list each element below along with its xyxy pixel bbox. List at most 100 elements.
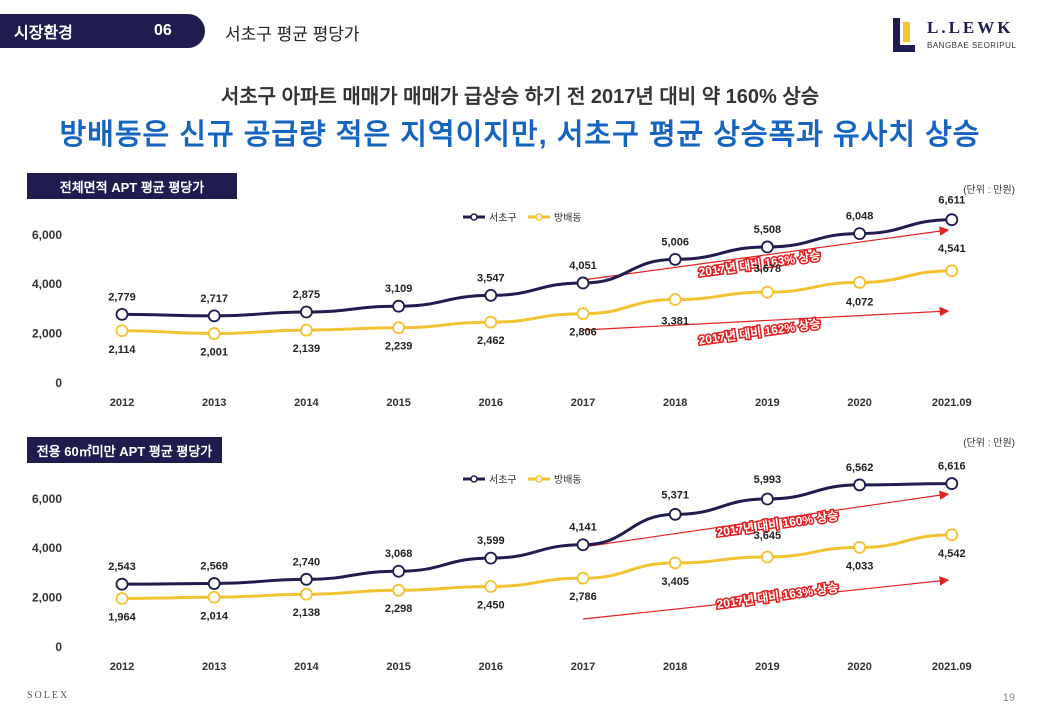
- data-label: 2,139: [293, 343, 321, 355]
- x-tick-label: 2017: [571, 397, 595, 409]
- data-label: 4,542: [938, 548, 966, 560]
- x-tick-label: 2017: [571, 661, 595, 673]
- x-tick-label: 2012: [110, 397, 134, 409]
- legend-swatch-marker: [535, 475, 543, 483]
- data-label: 4,033: [846, 560, 874, 572]
- data-point: [853, 227, 866, 241]
- data-point: [853, 478, 866, 492]
- brand-logo: L.LEWK BANGBAE SEORIPUL: [893, 18, 1018, 58]
- data-point: [484, 315, 498, 329]
- data-point: [484, 288, 498, 302]
- annotation-label: 2017년 대비 163% 상승: [716, 580, 839, 612]
- annotation-arrow: [582, 490, 950, 548]
- chart1-unit: (단위 : 만원): [963, 185, 1015, 196]
- x-tick-label: 2016: [479, 397, 503, 409]
- x-tick-label: 2012: [110, 661, 134, 673]
- sub-headline: 서초구 아파트 매매가 매매가 급상승 하기 전 2017년 대비 약 160%…: [220, 86, 820, 108]
- legend-label: 방배동: [554, 474, 582, 486]
- data-label: 3,109: [385, 283, 413, 295]
- data-label: 4,051: [569, 260, 597, 272]
- data-label: 3,645: [754, 530, 782, 542]
- logo-sub: BANGBAE SEORIPUL: [927, 41, 1017, 50]
- data-point: [115, 592, 129, 605]
- data-point: [115, 324, 129, 338]
- legend-swatch-marker: [470, 475, 478, 483]
- data-point: [115, 307, 129, 321]
- data-label: 6,048: [846, 211, 874, 223]
- x-tick-label: 2021.09: [932, 397, 972, 409]
- data-point: [945, 264, 959, 278]
- data-label: 4,141: [569, 522, 597, 534]
- data-point: [945, 528, 959, 542]
- data-point: [853, 276, 866, 289]
- series-line-방배동: [121, 533, 952, 600]
- x-tick-label: 2018: [663, 661, 687, 673]
- x-tick-label: 2014: [294, 661, 319, 673]
- data-label: 2,138: [293, 607, 321, 619]
- legend-label: 서초구: [489, 212, 517, 224]
- x-tick-label: 2018: [663, 397, 687, 409]
- legend-swatch-marker: [535, 213, 543, 221]
- data-label: 2,806: [569, 327, 597, 339]
- y-tick-label: 0: [55, 640, 62, 654]
- chart1-svg: 0 2,000 4,000 6,000 2012 2013 2014 2015 2016 2017…: [32, 195, 972, 409]
- main-headline: 방배동은 신규 공급량 적은 지역이지만, 서초구 평균 상승폭과 유사치 상승: [59, 119, 981, 151]
- y-tick-label: 4,000: [32, 541, 62, 555]
- data-point: [576, 571, 590, 585]
- data-point: [761, 492, 774, 506]
- x-tick-label: 2013: [202, 397, 226, 409]
- series-line-서초구: [121, 482, 952, 586]
- data-point: [761, 240, 774, 254]
- data-point: [576, 538, 590, 552]
- data-point: [299, 305, 313, 319]
- data-label: 2,569: [200, 561, 228, 573]
- data-label: 2,450: [477, 599, 505, 611]
- y-tick-label: 2,000: [32, 327, 62, 341]
- data-label: 5,006: [661, 236, 689, 248]
- data-point: [484, 551, 498, 565]
- annotation-arrow: [582, 226, 950, 281]
- data-point: [761, 285, 774, 299]
- page-title: 서초구 평균 평당가: [225, 25, 360, 44]
- data-point: [299, 572, 313, 586]
- footer-brand-name: SOLEX: [27, 690, 70, 701]
- data-label: 3,405: [661, 576, 689, 588]
- data-point: [392, 321, 406, 335]
- data-point: [945, 477, 959, 490]
- chart2-title: 전용 60㎡미만 APT 평균 평당가: [27, 437, 222, 463]
- data-point: [115, 577, 129, 591]
- y-tick-label: 6,000: [32, 228, 62, 242]
- data-point: [392, 299, 406, 313]
- data-label: 2,014: [200, 610, 228, 622]
- data-label: 6,611: [938, 195, 965, 207]
- data-label: 2,875: [293, 289, 321, 301]
- data-label: 3,547: [477, 272, 505, 284]
- data-point: [945, 213, 959, 227]
- data-label: 5,993: [754, 474, 782, 486]
- x-tick-label: 2013: [202, 661, 226, 673]
- x-tick-label: 2020: [847, 661, 871, 673]
- data-point: [299, 587, 313, 601]
- data-point: [668, 252, 682, 266]
- x-tick-label: 2016: [479, 661, 503, 673]
- data-point: [207, 309, 221, 323]
- data-point: [668, 293, 682, 306]
- y-tick-label: 0: [55, 376, 62, 390]
- chart1-title: 전체면적 APT 평균 평당가: [27, 173, 237, 199]
- chart2-unit: (단위 : 만원): [963, 438, 1015, 449]
- data-point: [853, 540, 866, 554]
- annotation-arrow: [582, 576, 950, 620]
- data-point: [299, 323, 313, 337]
- data-point: [761, 550, 774, 564]
- data-label: 2,462: [477, 335, 505, 347]
- data-label: 4,541: [938, 243, 966, 255]
- x-tick-label: 2015: [386, 661, 410, 673]
- footer-brand: SOLEX: [27, 690, 69, 701]
- data-label: 3,381: [661, 315, 689, 327]
- data-point: [668, 556, 682, 570]
- x-tick-label: 2015: [386, 397, 410, 409]
- data-label: 2,239: [385, 341, 413, 353]
- data-label: 2,740: [293, 556, 321, 568]
- legend-swatch-marker: [470, 213, 478, 221]
- data-point: [484, 580, 498, 593]
